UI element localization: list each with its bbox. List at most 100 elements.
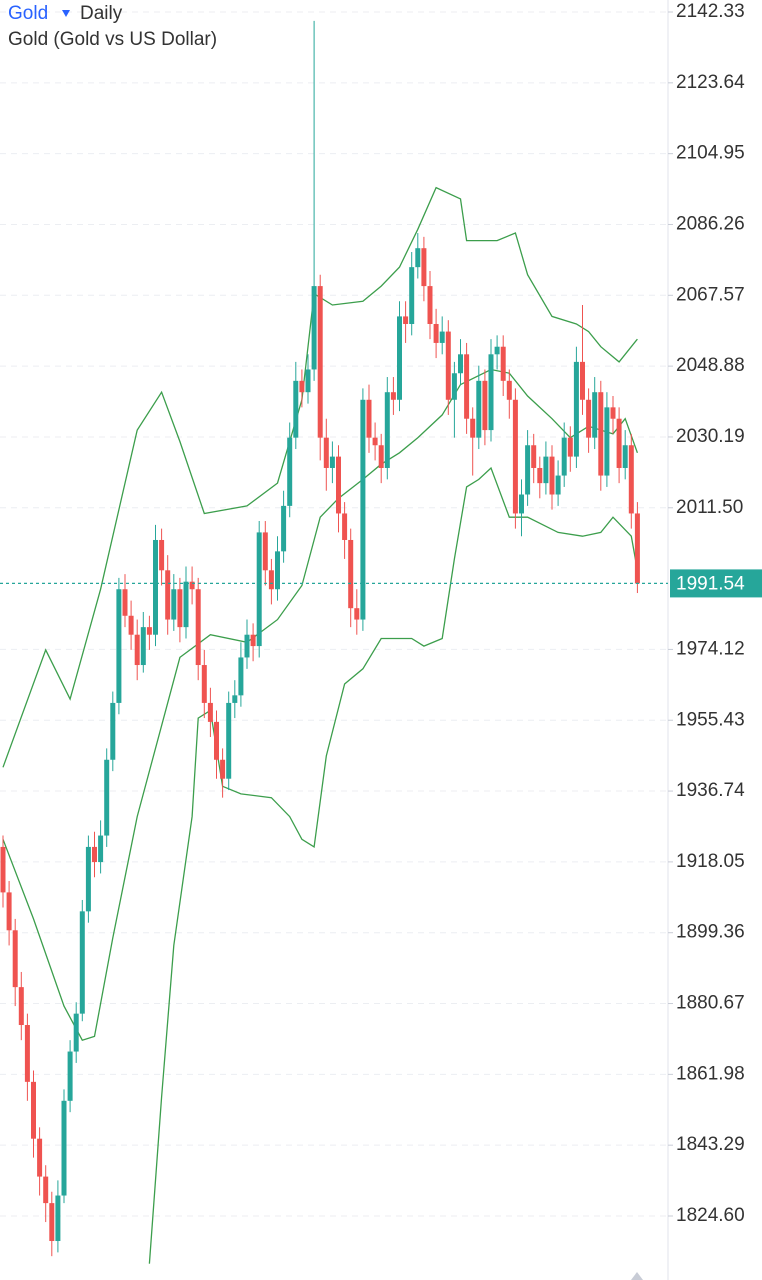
candle-body [195, 589, 201, 666]
candle-body [592, 392, 598, 438]
candle-body [244, 634, 250, 658]
candle-body [384, 392, 390, 468]
candle-body [445, 331, 451, 400]
candle-body [415, 248, 421, 268]
candle-body [55, 1195, 61, 1242]
last-price-box [670, 569, 762, 598]
candle-body [451, 373, 457, 400]
candle-body [49, 1203, 55, 1242]
candle-body [189, 581, 195, 590]
candle-body [171, 589, 177, 620]
candle-body [519, 494, 524, 514]
candle-body [573, 361, 579, 457]
candle-body [610, 407, 616, 419]
candle-body [43, 1176, 49, 1204]
y-tick-label: 1899.36 [676, 922, 745, 943]
candle-body [390, 392, 396, 400]
candle-body [67, 1051, 73, 1101]
symbol[interactable]: Gold [8, 3, 48, 24]
y-tick-label: 1936.74 [676, 780, 745, 801]
candle-body [378, 445, 384, 468]
y-tick-label: 2048.88 [676, 355, 745, 376]
candle-body [476, 380, 482, 438]
candle-body [256, 532, 262, 647]
y-tick-label: 1880.67 [676, 993, 745, 1014]
candle-body [555, 475, 561, 495]
candle-body [165, 570, 171, 620]
price-axis: 2142.33 2123.64 2104.95 2086.26 2067.57 2048.… [668, 1, 745, 1226]
candle-body [409, 267, 415, 324]
y-tick-label: 2142.33 [676, 1, 745, 22]
candle-body [153, 539, 158, 635]
subtitle: Gold (Gold vs US Dollar) [8, 29, 217, 50]
candle-body [140, 627, 146, 666]
grid [0, 11, 668, 1217]
candle-body [403, 316, 409, 324]
candle-body [439, 331, 445, 343]
candle-body [329, 456, 335, 468]
y-tick-label: 2104.95 [676, 143, 745, 164]
candle-body [73, 1013, 79, 1052]
candle-body [31, 1081, 36, 1139]
candle-body [628, 445, 634, 514]
candle-body [458, 354, 463, 374]
y-tick-label: 1824.60 [676, 1205, 745, 1226]
candle-body [24, 1025, 30, 1082]
candle-body [494, 346, 500, 355]
y-tick-label: 1974.12 [676, 638, 745, 659]
candle-body [79, 911, 85, 1014]
candle-body [500, 346, 506, 381]
candle-body [287, 437, 293, 506]
candle-body [134, 634, 140, 666]
candle-body [464, 354, 470, 419]
candle-body [433, 323, 439, 343]
bollinger-band [2, 186, 638, 768]
candle-body [317, 286, 323, 438]
candle-body [201, 665, 207, 703]
y-tick-label: 2067.57 [676, 284, 745, 305]
candle-body [6, 892, 12, 931]
candle-body [616, 418, 622, 468]
candle-body [531, 445, 537, 468]
candle-body [354, 608, 360, 620]
y-tick-label: 1918.05 [676, 851, 745, 872]
candle-body [85, 846, 91, 912]
candle-body [61, 1100, 67, 1196]
candle-body [37, 1138, 43, 1177]
candle-body [622, 445, 628, 468]
candle-body [268, 570, 274, 590]
candle-body [488, 354, 494, 431]
candle-body [299, 380, 305, 393]
scroll-marker [631, 1272, 643, 1280]
candle-body [634, 513, 640, 584]
candle-body [92, 846, 97, 863]
candle-body [238, 657, 244, 696]
bollinger-band [148, 466, 639, 1264]
candle-body [360, 399, 366, 620]
candle-body [128, 615, 134, 635]
candle-body [543, 456, 549, 484]
candle-body [226, 702, 232, 779]
candle-body [366, 399, 372, 438]
candle-body [177, 589, 183, 628]
y-tick-label: 1955.43 [676, 709, 745, 730]
candle-body [293, 380, 299, 438]
candle-body [470, 418, 476, 438]
candle-body [98, 835, 104, 863]
candle-body [397, 316, 402, 400]
candle-body [549, 456, 555, 495]
candle-body [220, 759, 226, 779]
candle-body [250, 634, 256, 647]
candle-body [525, 445, 531, 495]
candle-body [537, 467, 543, 484]
candle-body [598, 392, 604, 476]
symbol-dropdown[interactable] [62, 10, 70, 17]
candle-body [567, 437, 573, 457]
candle-body [348, 539, 354, 609]
candle-body [506, 380, 512, 400]
candle-body [604, 407, 610, 476]
y-tick-label: 1861.98 [676, 1063, 745, 1084]
candle-body [305, 369, 311, 393]
interval[interactable]: Daily [80, 3, 123, 24]
